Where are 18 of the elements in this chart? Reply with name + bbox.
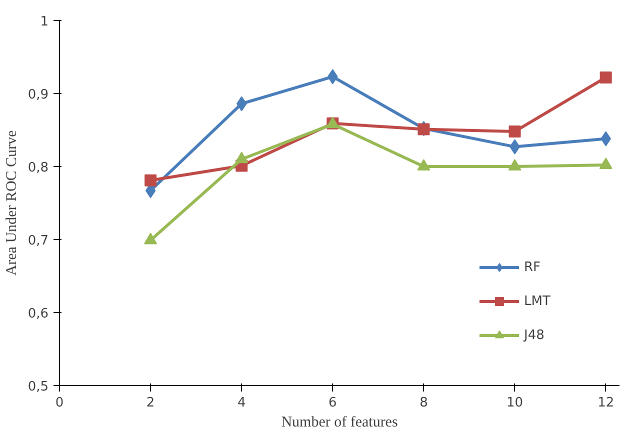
x-axis-title: Number of features	[281, 414, 398, 430]
x-tick-label: 12	[598, 396, 614, 410]
legend-label: J48	[524, 328, 544, 342]
x-tick-label: 8	[420, 396, 428, 410]
x-tick-label: 4	[237, 396, 246, 410]
y-tick-label: 0,7	[28, 234, 49, 248]
x-tick-label: 10	[506, 396, 524, 410]
y-tick-label: 0,8	[28, 160, 49, 176]
x-tick-label: 2	[146, 396, 155, 410]
x-tick-label: 0	[55, 396, 64, 410]
legend-label: RF	[524, 260, 542, 274]
x-tick-label: 6	[328, 396, 337, 410]
y-tick-label: 0,6	[28, 306, 49, 322]
y-tick-label: 1	[40, 14, 49, 30]
legend-label: LMT	[524, 294, 550, 308]
y-tick-label: 0,9	[28, 88, 49, 102]
y-tick-label: 0,5	[28, 380, 49, 394]
y-axis-title: Area Under ROC Curve	[4, 130, 20, 276]
